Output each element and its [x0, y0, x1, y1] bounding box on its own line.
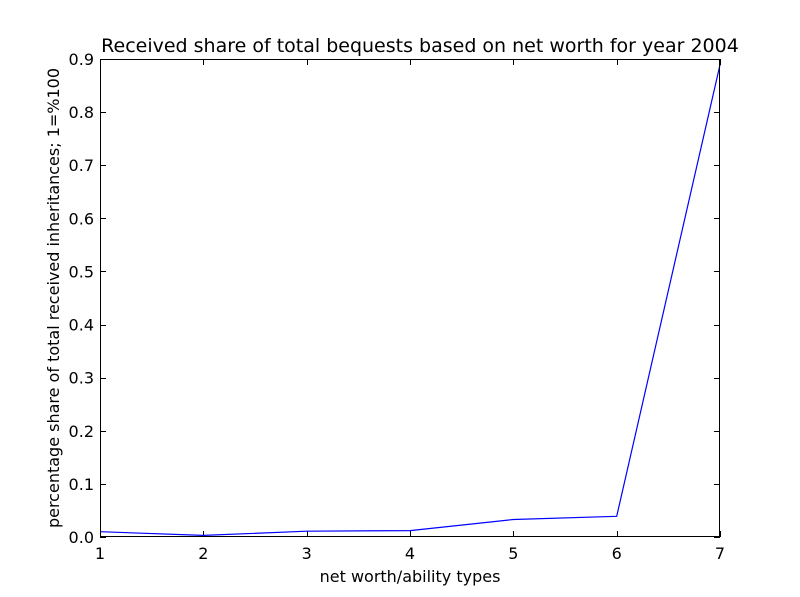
- y-axis-label: percentage share of total received inher…: [44, 68, 63, 528]
- y-tick-label: 0.8: [69, 103, 94, 122]
- x-tick-label: 2: [198, 544, 208, 563]
- plot-frame: [100, 59, 720, 537]
- x-tick-label: 6: [612, 544, 622, 563]
- series-layer: [99, 64, 721, 537]
- x-tick-label: 5: [508, 544, 518, 563]
- y-tick-label: 0.4: [69, 316, 94, 335]
- x-tick-label: 4: [405, 544, 415, 563]
- x-tick-label: 1: [95, 544, 105, 563]
- x-tick-label: 7: [715, 544, 725, 563]
- series-line: [99, 64, 721, 537]
- y-tick-label: 0.6: [69, 209, 94, 228]
- y-tick-label: 0.7: [69, 156, 94, 175]
- tick-labels-layer: 1 2 3 4 5 6 7 0.0 0.1 0.2 0.3 0.4 0.5 0.6 0.7 0.8 0.9: [69, 50, 726, 563]
- y-tick-label: 0.2: [69, 422, 94, 441]
- x-tick-label: 3: [302, 544, 312, 563]
- y-tick-label: 0.0: [69, 528, 94, 547]
- y-tick-label: 0.3: [69, 369, 94, 388]
- y-tick-label: 0.5: [69, 262, 94, 281]
- y-tick-label: 0.1: [69, 475, 94, 494]
- y-tick-label: 0.9: [69, 50, 94, 69]
- x-axis-label: net worth/ability types: [320, 567, 501, 586]
- ticks-layer: [100, 59, 721, 538]
- chart-title: Received share of total bequests based o…: [101, 35, 739, 57]
